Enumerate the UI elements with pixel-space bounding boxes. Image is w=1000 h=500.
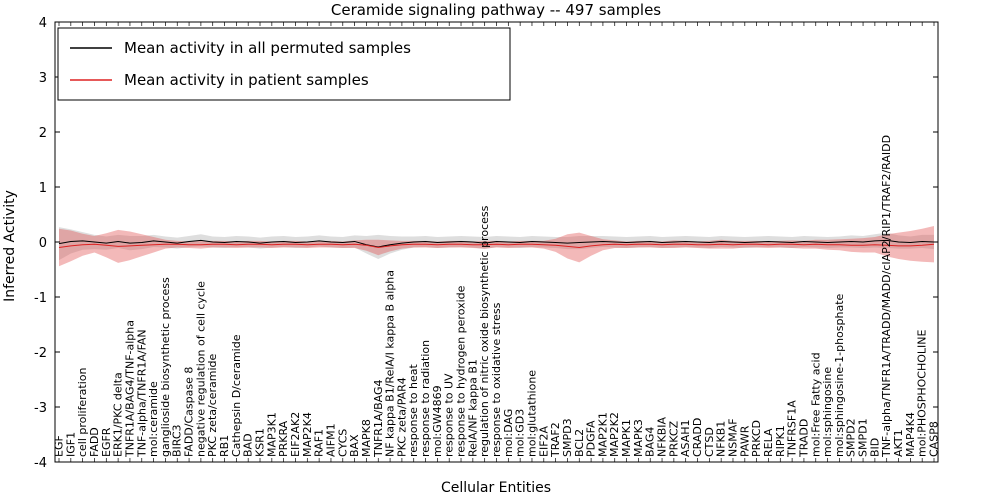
x-tick-label: mol:Free Fatty acid — [809, 352, 822, 457]
x-tick-label: NF kappa B1/RelA/I kappa B alpha — [384, 270, 397, 457]
x-tick-label: RB1 — [218, 435, 231, 457]
x-tick-label: CASP8 — [928, 421, 941, 457]
y-tick-label: 2 — [39, 126, 47, 141]
x-tick-label: BAG4 — [644, 427, 657, 457]
x-tick-label: RAF1 — [313, 429, 326, 457]
x-tick-label: MAP2K1 — [596, 412, 609, 457]
x-tick-label: CRADD — [691, 418, 704, 457]
x-tick-label: TNFR1A/BAG4/TNF-alpha — [123, 320, 136, 458]
x-tick-label: MAPK1 — [620, 419, 633, 457]
x-tick-label: ganglioside biosynthetic process — [159, 277, 172, 457]
x-tick-label: EGFR — [100, 427, 113, 457]
x-tick-label: response to UV — [443, 373, 456, 457]
x-tick-label: PDGFA — [585, 420, 598, 457]
x-tick-label: PRKCD — [750, 420, 763, 457]
x-tick-label: response to hydrogen peroxide — [455, 285, 468, 457]
x-tick-label: cell proliferation — [76, 367, 89, 457]
chart-title: Ceramide signaling pathway -- 497 sample… — [331, 1, 661, 19]
y-tick-label: 0 — [39, 236, 47, 251]
y-tick-label: -3 — [34, 401, 47, 416]
x-tick-label: BAX — [348, 434, 361, 457]
x-tick-label: BID — [868, 438, 881, 457]
x-tick-label: MAPK3 — [632, 419, 645, 457]
x-tick-label: AKT1 — [892, 429, 905, 457]
x-tick-label: TNFRSF1A — [786, 400, 799, 458]
x-tick-label: CTSD — [703, 427, 716, 457]
legend-label-patient: Mean activity in patient samples — [124, 71, 369, 89]
legend-box — [57, 27, 511, 101]
x-tick-label: FADD — [88, 427, 101, 457]
x-tick-label: response to oxidative stress — [490, 302, 503, 457]
x-tick-label: TRAF2 — [549, 422, 562, 458]
x-tick-label: TNFR1A/BAG4 — [372, 379, 385, 458]
x-tick-label: TNF-alpha/TNFR1A/TRADD/MADD/cIAP2/RIP1/T… — [880, 135, 893, 458]
line-permuted — [58, 239, 935, 248]
x-tick-label: mol:PHOSPHOCHOLINE — [916, 329, 929, 457]
band-patient — [59, 226, 934, 267]
x-axis-title: Cellular Entities — [441, 480, 551, 496]
x-tick-label: MAP4K4 — [904, 412, 917, 457]
x-tick-label: MAPK8 — [360, 419, 373, 457]
x-tick-label: ASAH1 — [679, 419, 692, 457]
x-tick-label: MAP2K2 — [608, 412, 621, 457]
x-tick-label: SMPD3 — [561, 418, 574, 457]
x-tick-label: SMPD1 — [857, 418, 870, 457]
x-tick-label: mol:sphingosine — [821, 367, 834, 457]
legend: Mean activity in all permuted samples Me… — [57, 27, 511, 101]
x-tick-label: CYCS — [336, 429, 349, 457]
x-tick-label: NFKB1 — [715, 421, 728, 457]
x-tick-label: Cathepsin D/ceramide — [230, 334, 243, 457]
x-tick-label: NFKBIA — [656, 416, 669, 457]
x-tick-label: MAP2K4 — [301, 412, 314, 457]
x-tick-label: EGF — [53, 435, 66, 457]
x-tick-label: KSR1 — [254, 428, 267, 457]
x-tick-label: BCL2 — [573, 429, 586, 457]
y-tick-label: 1 — [39, 181, 47, 196]
x-tick-label: TNF-alpha/TNFR1A/FAN — [135, 329, 148, 458]
x-tick-label: RIPK1 — [774, 425, 787, 457]
x-tick-label: IGF1 — [64, 432, 77, 457]
x-tick-label: PKC zeta/PAR4 — [395, 377, 408, 457]
x-tick-label: mol:sphingosine-1-phosphate — [833, 293, 846, 457]
y-tick-label: 4 — [39, 16, 47, 31]
y-tick-label: -2 — [34, 346, 47, 361]
x-tick-label: SMPD2 — [845, 418, 858, 457]
x-tick-label: EIF2AK2 — [289, 412, 302, 457]
y-tick-label: 3 — [39, 71, 47, 86]
band-permuted — [59, 227, 934, 261]
legend-label-permuted: Mean activity in all permuted samples — [124, 39, 411, 57]
x-tick-label: mol:GD3 — [514, 409, 527, 457]
x-tick-label: EIF2A — [537, 425, 550, 457]
x-tick-label: mol:ceramide — [147, 381, 160, 457]
x-tick-label: PRKCZ — [667, 420, 680, 457]
line-patient — [58, 243, 935, 249]
y-tick-label: -4 — [34, 456, 47, 471]
x-tick-label: response to heat — [407, 364, 420, 457]
x-tick-label: NSMAF — [726, 418, 739, 457]
x-tick-label: BAD — [242, 433, 255, 457]
x-tick-label: PRKRA — [277, 420, 290, 457]
y-tick-label: -1 — [34, 291, 47, 306]
x-tick-label: MAP3K1 — [265, 412, 278, 457]
x-tick-label: RelA/NF kappa B1 — [466, 359, 479, 457]
axes-border — [54, 21, 939, 463]
x-tick-label: mol:DAG — [502, 409, 515, 457]
x-tick-label: RELA — [762, 428, 775, 457]
x-tick-label: ERK1/PKC delta — [112, 372, 125, 457]
y-axis-title: Inferred Activity — [2, 190, 18, 302]
x-tick-label: PAWR — [738, 425, 751, 457]
x-tick-label: response to radiation — [419, 340, 432, 457]
x-tick-label: TRADD — [797, 419, 810, 458]
x-tick-label: mol:glutathione — [525, 370, 538, 457]
x-tick-label: BIRC3 — [171, 424, 184, 457]
x-tick-label: negative regulation of cell cycle — [194, 281, 207, 457]
x-tick-label: regulation of nitric oxide biosynthetic … — [478, 205, 491, 457]
x-tick-label: AIFM1 — [324, 423, 337, 457]
x-tick-label: mol:GW4869 — [431, 385, 444, 457]
x-tick-label: FADD/Caspase 8 — [183, 367, 196, 457]
x-tick-label: PKC zeta/ceramide — [206, 353, 219, 457]
